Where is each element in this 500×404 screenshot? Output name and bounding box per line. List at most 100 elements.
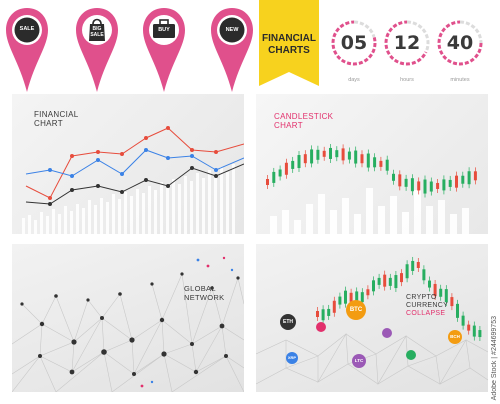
candle-body [310, 149, 314, 164]
candlestick-title-line2: CHART [274, 121, 303, 130]
pin-buy-label: BUY [158, 27, 170, 33]
candle-body [360, 292, 364, 303]
candle-body [444, 289, 448, 303]
candle-body [354, 150, 358, 164]
countdown-days: 05 [330, 19, 378, 67]
candle-body [461, 175, 465, 184]
candle-body [383, 274, 387, 287]
countdown-minutes: 40 [436, 19, 484, 67]
candle-body [297, 155, 301, 169]
pin-new-label: NEW [225, 27, 239, 33]
map-pin-icon [6, 8, 48, 92]
banner-line2: CHARTS [268, 45, 310, 56]
crypto-title-line1: CRYPTO [406, 294, 437, 301]
candle-body [372, 280, 375, 292]
financial-line-chart-graphic [22, 126, 244, 234]
dashed-ring-icon [437, 20, 483, 66]
hours-unit: hours [400, 77, 414, 83]
banner-line1: FINANCIAL [262, 33, 316, 44]
crypto-candles-group [316, 256, 482, 342]
candle-body [405, 264, 409, 279]
candle-body [332, 300, 336, 313]
candle-body [410, 178, 414, 192]
days-value: 05 [340, 32, 368, 54]
xrp-coin-badge: XRP [286, 352, 298, 364]
candle-body [422, 269, 426, 281]
stock-watermark: Adobe Stock | #244699753 [491, 315, 498, 400]
eth-coin-badge: ETH [280, 314, 296, 330]
crypto-title-line2: CURRENCY [406, 302, 449, 309]
candle-body [385, 159, 389, 171]
candle-body [341, 148, 345, 161]
candle-body [433, 283, 437, 296]
candle-body [272, 171, 276, 183]
network-title-line1: GLOBAL [184, 284, 216, 293]
pin-big-label: BIG [92, 26, 102, 32]
minutes-unit: minutes [450, 77, 470, 83]
candle-body [379, 160, 383, 167]
coin-dot-green [406, 350, 416, 360]
candle-body [436, 182, 440, 189]
pin-big-sale: BIG SALE [74, 6, 120, 94]
candle-body [321, 309, 325, 321]
financial-chart-panel: FINANCIAL CHART [12, 94, 244, 234]
candle-body [329, 147, 332, 159]
hours-value: 12 [393, 32, 421, 54]
map-pin-icon [76, 8, 118, 92]
financial-title-line2: CHART [34, 119, 63, 128]
candle-body [344, 290, 347, 304]
financial-charts-banner: FINANCIAL CHARTS [259, 0, 319, 86]
candle-body [442, 179, 446, 191]
candle-body [394, 275, 398, 289]
minutes-value: 40 [446, 32, 474, 54]
candle-body [416, 261, 420, 268]
banner-ribbon-icon [259, 0, 319, 86]
financial-title-line1: FINANCIAL [34, 110, 79, 119]
candle-body [417, 181, 421, 191]
crypto-collapse-graphic [256, 256, 488, 385]
briefcase-buy-icon [153, 24, 175, 38]
candle-body [455, 175, 458, 188]
dashed-ring-icon [384, 19, 430, 66]
candle-body [450, 297, 454, 307]
candle-body [461, 315, 465, 326]
candle-body [366, 289, 370, 296]
candle-body [392, 173, 395, 181]
candle-body [439, 288, 443, 297]
coin-dot-pink [316, 322, 326, 332]
candle-body [278, 169, 282, 177]
candlestick-title-line1: CANDLESTICK [274, 112, 334, 121]
pin-buy: BUY [141, 6, 187, 94]
bch-coin-badge: BCH [448, 330, 462, 344]
candle-body [291, 160, 295, 169]
candle-body [355, 291, 359, 306]
candle-body [316, 311, 319, 317]
pin-new: NEW [209, 6, 255, 94]
candle-body [284, 162, 288, 175]
pin-sale: SALE [4, 6, 50, 94]
candle-body [398, 174, 402, 187]
candle-body [467, 324, 471, 331]
map-pin-icon [143, 8, 185, 92]
crypto-title-line3: COLLAPSE [406, 310, 446, 317]
map-pin-icon [211, 8, 253, 92]
crypto-collapse-panel: CRYPTO CURRENCY COLLAPSE ETH BTC XRP LTC… [256, 244, 488, 392]
candle-body [467, 171, 471, 185]
candle-body [472, 325, 476, 337]
candle-body [448, 179, 452, 187]
sale-circle-icon [14, 17, 40, 43]
candle-body [303, 154, 307, 164]
candle-body [347, 151, 351, 160]
candle-body [423, 179, 427, 194]
candle-body [456, 303, 459, 318]
candle-body [428, 280, 431, 288]
candle-body [411, 260, 415, 271]
pin-sale-label-2: SALE [90, 31, 104, 38]
candle-body [373, 157, 377, 168]
btc-coin-badge: BTC [346, 300, 366, 320]
network-mesh-graphic [12, 256, 244, 392]
candle-body [266, 179, 269, 185]
candlestick-chart-graphic [266, 143, 477, 234]
global-network-panel: GLOBAL NETWORK [12, 244, 244, 392]
candle-body [429, 181, 433, 192]
